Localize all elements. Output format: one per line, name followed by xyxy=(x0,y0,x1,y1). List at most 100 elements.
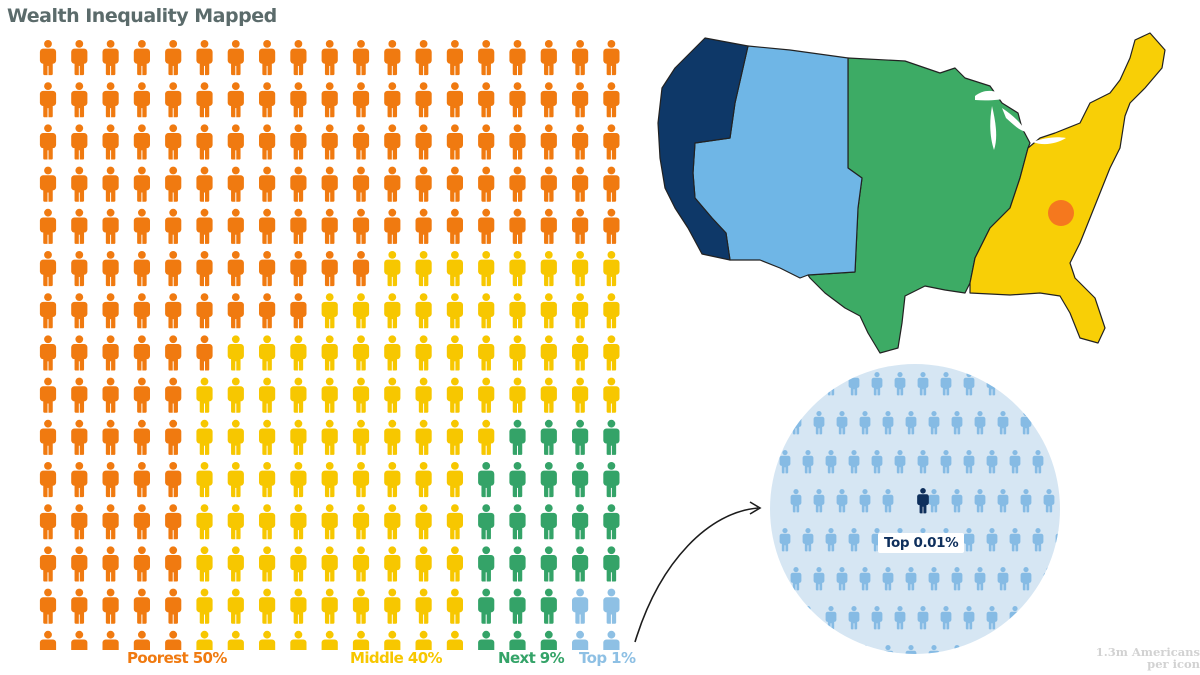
person-icon-poorest xyxy=(196,82,213,118)
person-icon-middle xyxy=(321,335,338,372)
person-icon-middle xyxy=(446,462,463,498)
person-icon-next xyxy=(572,546,589,583)
person-icon-poorest xyxy=(478,166,495,203)
person-icon-crowd xyxy=(882,489,894,513)
person-icon-crowd xyxy=(1032,528,1044,552)
legend-middle: Middle 40% xyxy=(350,649,443,667)
person-icon-crowd xyxy=(1032,450,1044,474)
person-icon-middle xyxy=(321,462,338,498)
person-icon-poorest xyxy=(133,462,150,498)
person-icon-poorest xyxy=(39,251,57,287)
zoom-arrow xyxy=(634,507,759,643)
map-region-west xyxy=(657,37,749,261)
person-icon-poorest xyxy=(384,166,401,203)
person-icon-middle xyxy=(290,630,307,650)
person-icon-poorest xyxy=(165,419,182,456)
person-icon-middle xyxy=(384,588,401,625)
person-icon-middle xyxy=(196,419,213,456)
person-icon-crowd xyxy=(974,411,986,435)
person-icon-crowd xyxy=(974,645,986,654)
person-icon-poorest xyxy=(446,40,463,76)
person-icon-crowd xyxy=(848,528,860,552)
person-icon-next xyxy=(572,462,589,498)
person-icon-middle xyxy=(478,419,495,456)
person-icon-poorest xyxy=(102,82,119,118)
person-icon-middle xyxy=(415,377,432,414)
person-icon-middle xyxy=(290,504,307,540)
person-icon-poorest xyxy=(133,377,150,414)
person-icon-poorest xyxy=(133,504,150,540)
person-icon-crowd xyxy=(917,372,929,396)
person-icon-poorest xyxy=(352,124,370,161)
person-icon-poorest xyxy=(71,335,88,372)
person-icon-crowd xyxy=(836,567,848,591)
person-icon-crowd xyxy=(882,411,894,435)
person-icon-poorest xyxy=(71,40,88,76)
person-icon-poorest xyxy=(572,166,589,203)
person-icon-poorest xyxy=(415,208,432,245)
person-icon-middle xyxy=(478,293,495,329)
person-icon-middle xyxy=(509,335,526,372)
person-icon-poorest xyxy=(290,82,307,118)
person-icon-poorest xyxy=(102,166,119,203)
person-icon-middle xyxy=(540,377,557,414)
person-icon-middle xyxy=(603,335,620,372)
person-icon-crowd xyxy=(917,450,929,474)
person-icon-poorest xyxy=(133,630,150,650)
person-icon-crowd xyxy=(1009,528,1021,552)
person-icon-crowd xyxy=(997,567,1009,591)
person-icon-middle xyxy=(290,377,307,414)
person-icon-crowd xyxy=(859,645,871,654)
person-icon-middle xyxy=(384,504,401,540)
person-icon-middle xyxy=(227,335,244,372)
person-icon-next xyxy=(509,419,526,456)
person-icon-poorest xyxy=(102,208,119,245)
person-icon-middle xyxy=(321,588,338,625)
person-icon-crowd xyxy=(1067,645,1078,669)
person-icon-middle xyxy=(227,546,244,583)
person-icon-crowd xyxy=(836,489,848,513)
person-icon-crowd xyxy=(1055,606,1060,630)
person-icon-next xyxy=(478,462,495,498)
person-icon-middle xyxy=(572,335,589,372)
person-icon-poorest xyxy=(540,82,557,118)
person-icon-crowd xyxy=(997,411,1009,435)
person-icon-middle xyxy=(384,251,401,287)
person-icon-middle xyxy=(321,419,338,456)
person-icon-crowd xyxy=(779,372,791,396)
legend-next: Next 9% xyxy=(498,649,565,667)
person-icon-poorest xyxy=(165,462,182,498)
person-icon-poorest xyxy=(196,40,213,76)
person-icon-middle xyxy=(352,462,370,498)
person-icon-poorest xyxy=(133,124,150,161)
person-icon-poorest xyxy=(321,166,338,203)
person-icon-next xyxy=(603,504,620,540)
person-icon-crowd xyxy=(940,450,952,474)
person-icon-crowd xyxy=(1090,411,1101,435)
person-icon-next xyxy=(540,588,557,625)
person-icon-poorest xyxy=(165,335,182,372)
person-icon-crowd xyxy=(940,606,952,630)
person-icon-middle xyxy=(290,335,307,372)
person-icon-crowd xyxy=(790,567,802,591)
person-icon-poorest xyxy=(196,124,213,161)
person-icon-poorest xyxy=(415,166,432,203)
person-icon-poorest xyxy=(415,82,432,118)
zoom-circle xyxy=(634,364,1101,669)
person-icon-poorest xyxy=(321,40,338,76)
person-icon-middle xyxy=(259,504,276,540)
person-icon-crowd xyxy=(986,606,998,630)
person-icon-crowd xyxy=(1079,450,1090,474)
person-icon-poorest xyxy=(39,293,57,329)
person-icon-poorest xyxy=(133,40,150,76)
person-icon-crowd xyxy=(813,645,825,654)
person-icon-crowd xyxy=(1067,411,1078,435)
person-icon-poorest xyxy=(165,546,182,583)
person-icon-poorest xyxy=(603,124,620,161)
person-icon-poorest xyxy=(71,82,88,118)
person-icon-middle xyxy=(259,377,276,414)
person-icon-middle xyxy=(227,588,244,625)
person-icon-poorest xyxy=(102,630,119,650)
person-icon-poorest xyxy=(478,40,495,76)
person-icon-crowd xyxy=(1020,645,1032,654)
